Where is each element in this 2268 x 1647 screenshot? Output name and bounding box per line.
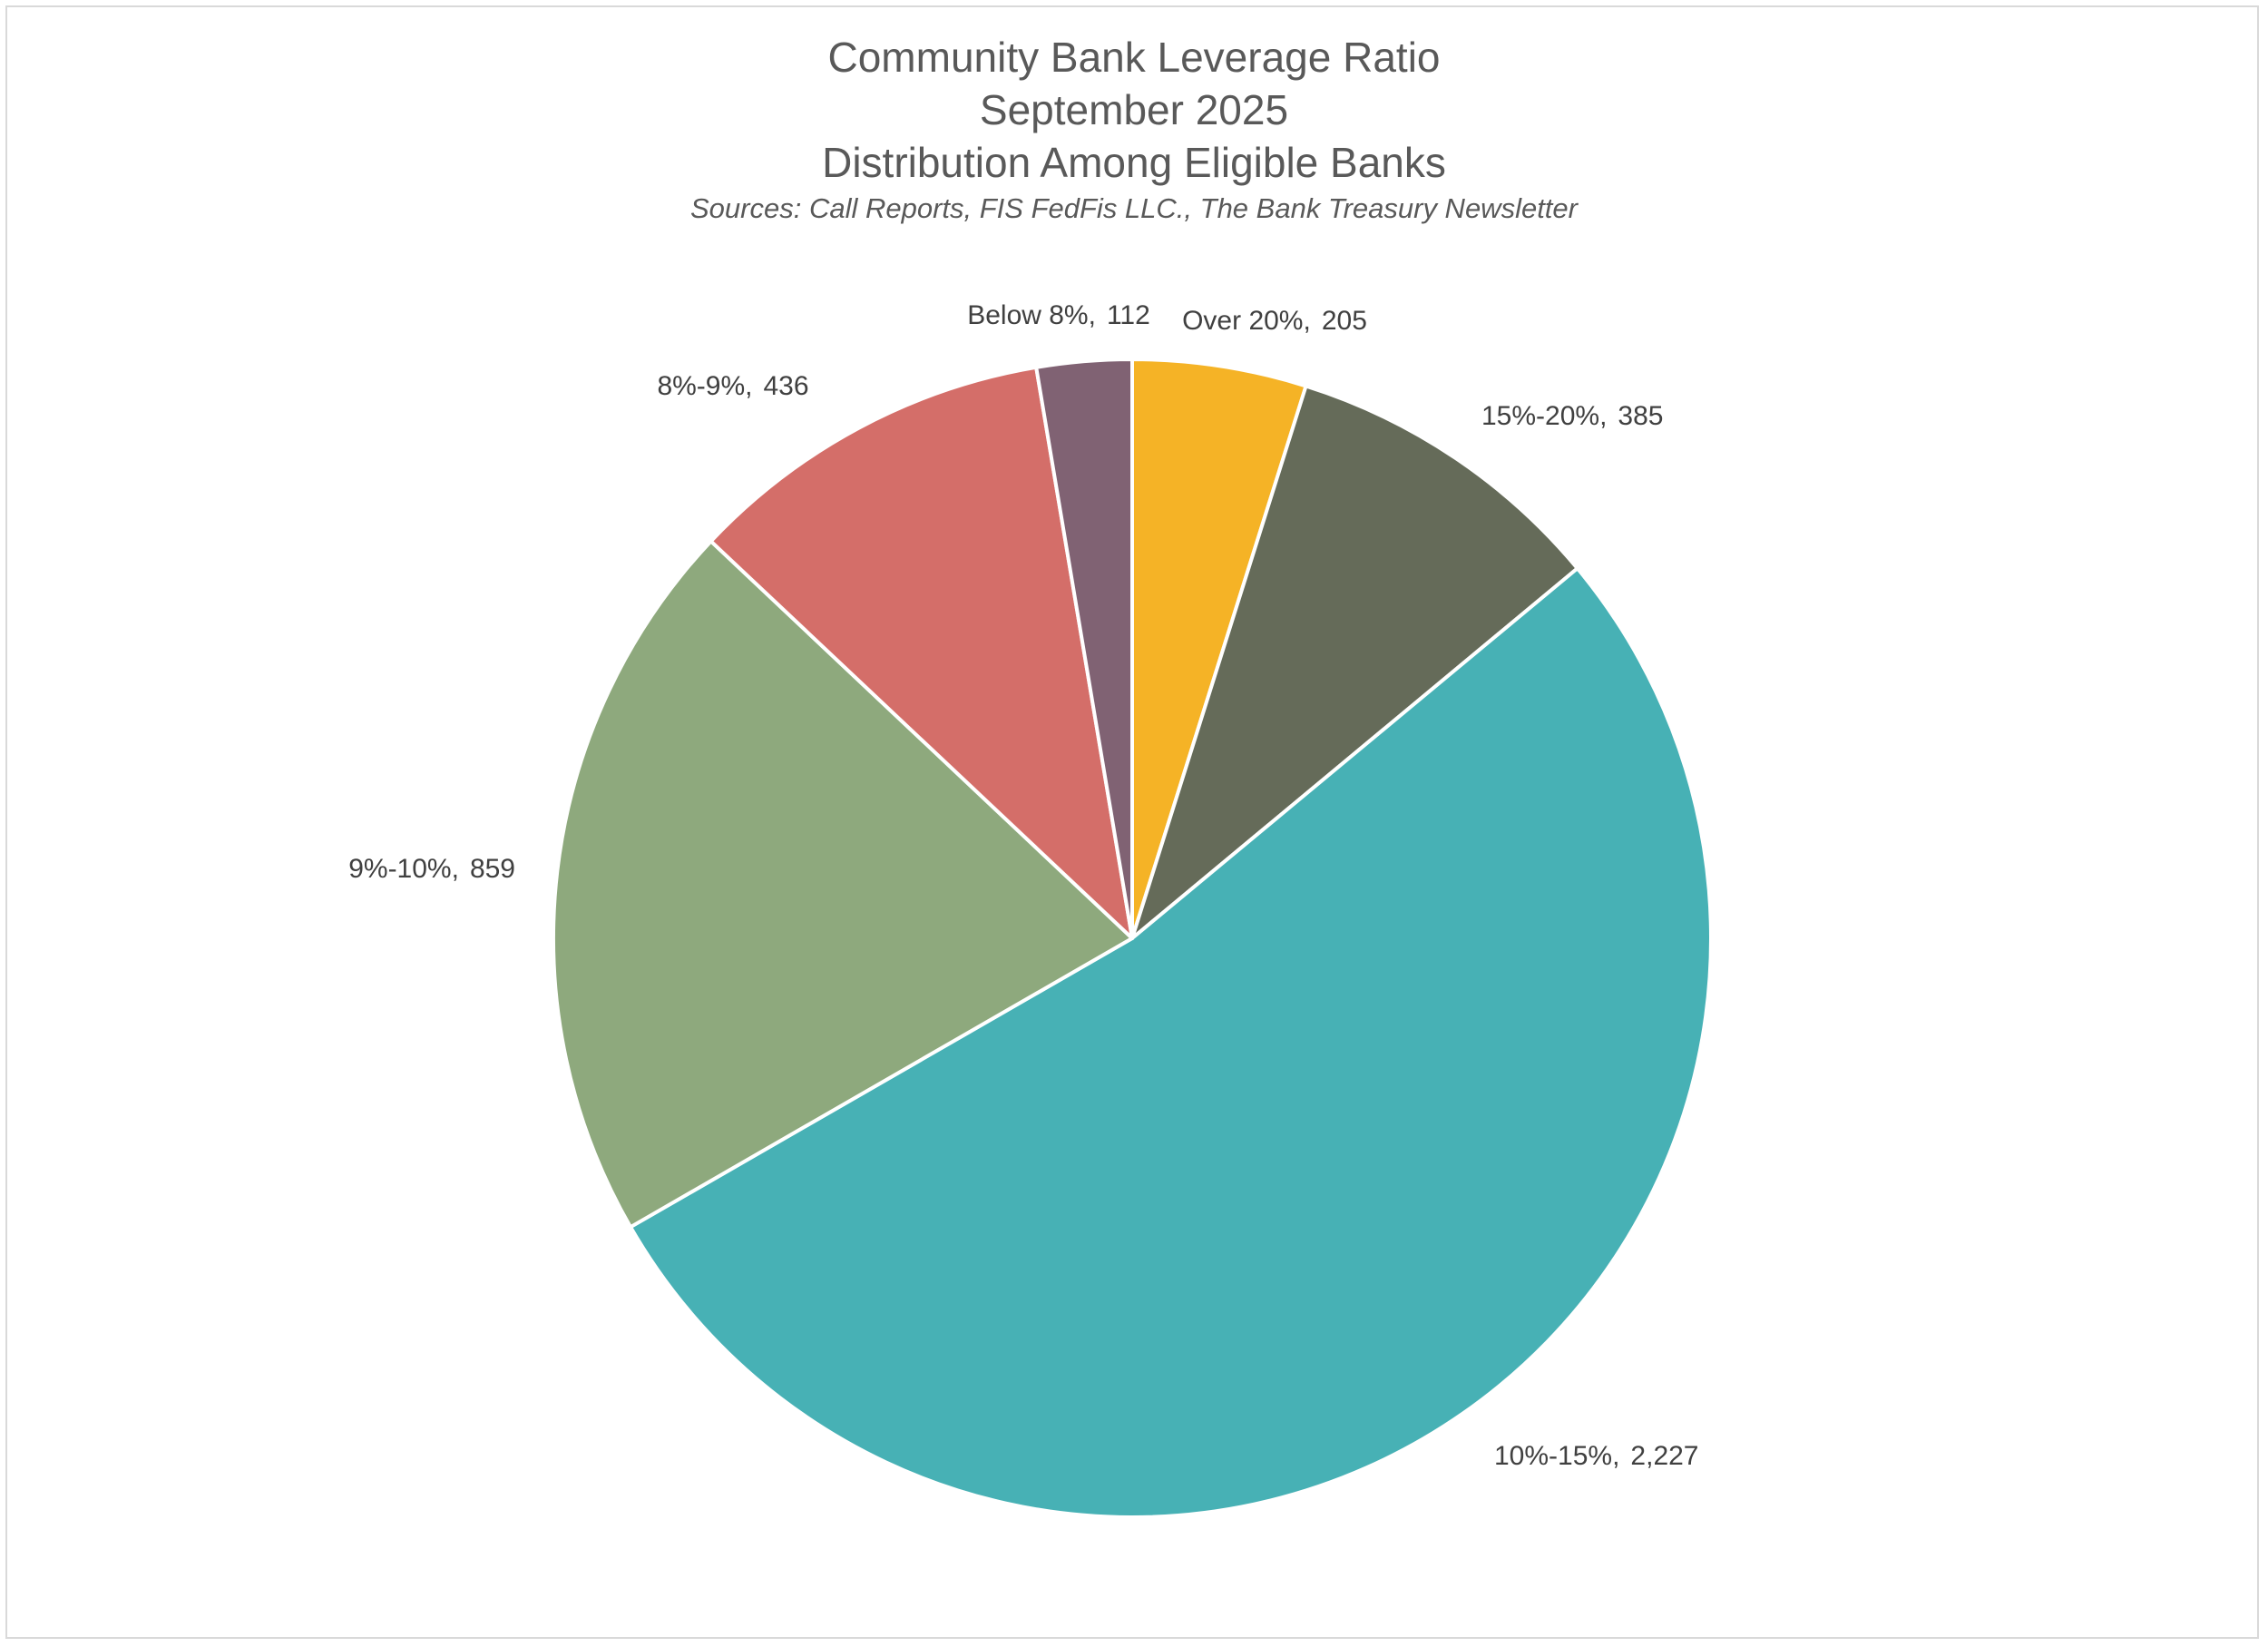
pie-data-label-0: Over 20%, 205 [1182, 306, 1367, 336]
chart-subtitle-sources: Sources: Call Reports, FIS FedFis LLC., … [690, 192, 1578, 224]
chart-title-line-3: Distribution Among Eligible Banks [822, 139, 1446, 186]
chart-titles: Community Bank Leverage Ratio September … [0, 31, 2268, 229]
pie-slice-value-label: 436 [763, 371, 808, 401]
pie-slice-2 [629, 566, 1713, 1520]
pie-slice-3 [551, 539, 1134, 1230]
chart-title-line-2: September 2025 [979, 86, 1289, 133]
pie-slices [551, 358, 1713, 1520]
pie-slice-4 [709, 365, 1134, 940]
pie-slice-category-label: 10%-15%, [1494, 1441, 1619, 1471]
pie-slice-category-label: 15%-20%, [1481, 401, 1607, 431]
pie-data-label-1: 15%-20%, 385 [1481, 401, 1663, 431]
pie-data-label-4: 8%-9%, 436 [657, 371, 808, 401]
pie-data-label-3: 9%-10%, 859 [348, 854, 515, 884]
pie-slice-value-label: 205 [1322, 306, 1367, 336]
pie-slice-category-label: 8%-9%, [657, 371, 752, 401]
pie-slice-category-label: Over 20%, [1182, 306, 1311, 336]
pie-slice-5 [1034, 358, 1134, 940]
pie-slice-1 [1130, 384, 1579, 940]
pie-data-label-5: Below 8%, 112 [967, 300, 1150, 330]
pie-slice-0 [1130, 358, 1308, 940]
pie-slice-value-label: 385 [1618, 401, 1663, 431]
pie-slice-value-label: 859 [470, 854, 515, 884]
pie-slice-value-label: 2,227 [1630, 1441, 1698, 1471]
pie-data-labels: Over 20%, 205 15%-20%, 385 10%-15%, 2,227 9%-1… [348, 300, 1698, 1471]
pie-slice-value-label: 112 [1107, 300, 1150, 330]
chart-title-line-1: Community Bank Leverage Ratio [827, 34, 1441, 81]
pie-slice-category-label: Below 8%, [967, 300, 1096, 330]
pie-data-label-2: 10%-15%, 2,227 [1494, 1441, 1699, 1471]
pie-slice-category-label: 9%-10%, [348, 854, 459, 884]
